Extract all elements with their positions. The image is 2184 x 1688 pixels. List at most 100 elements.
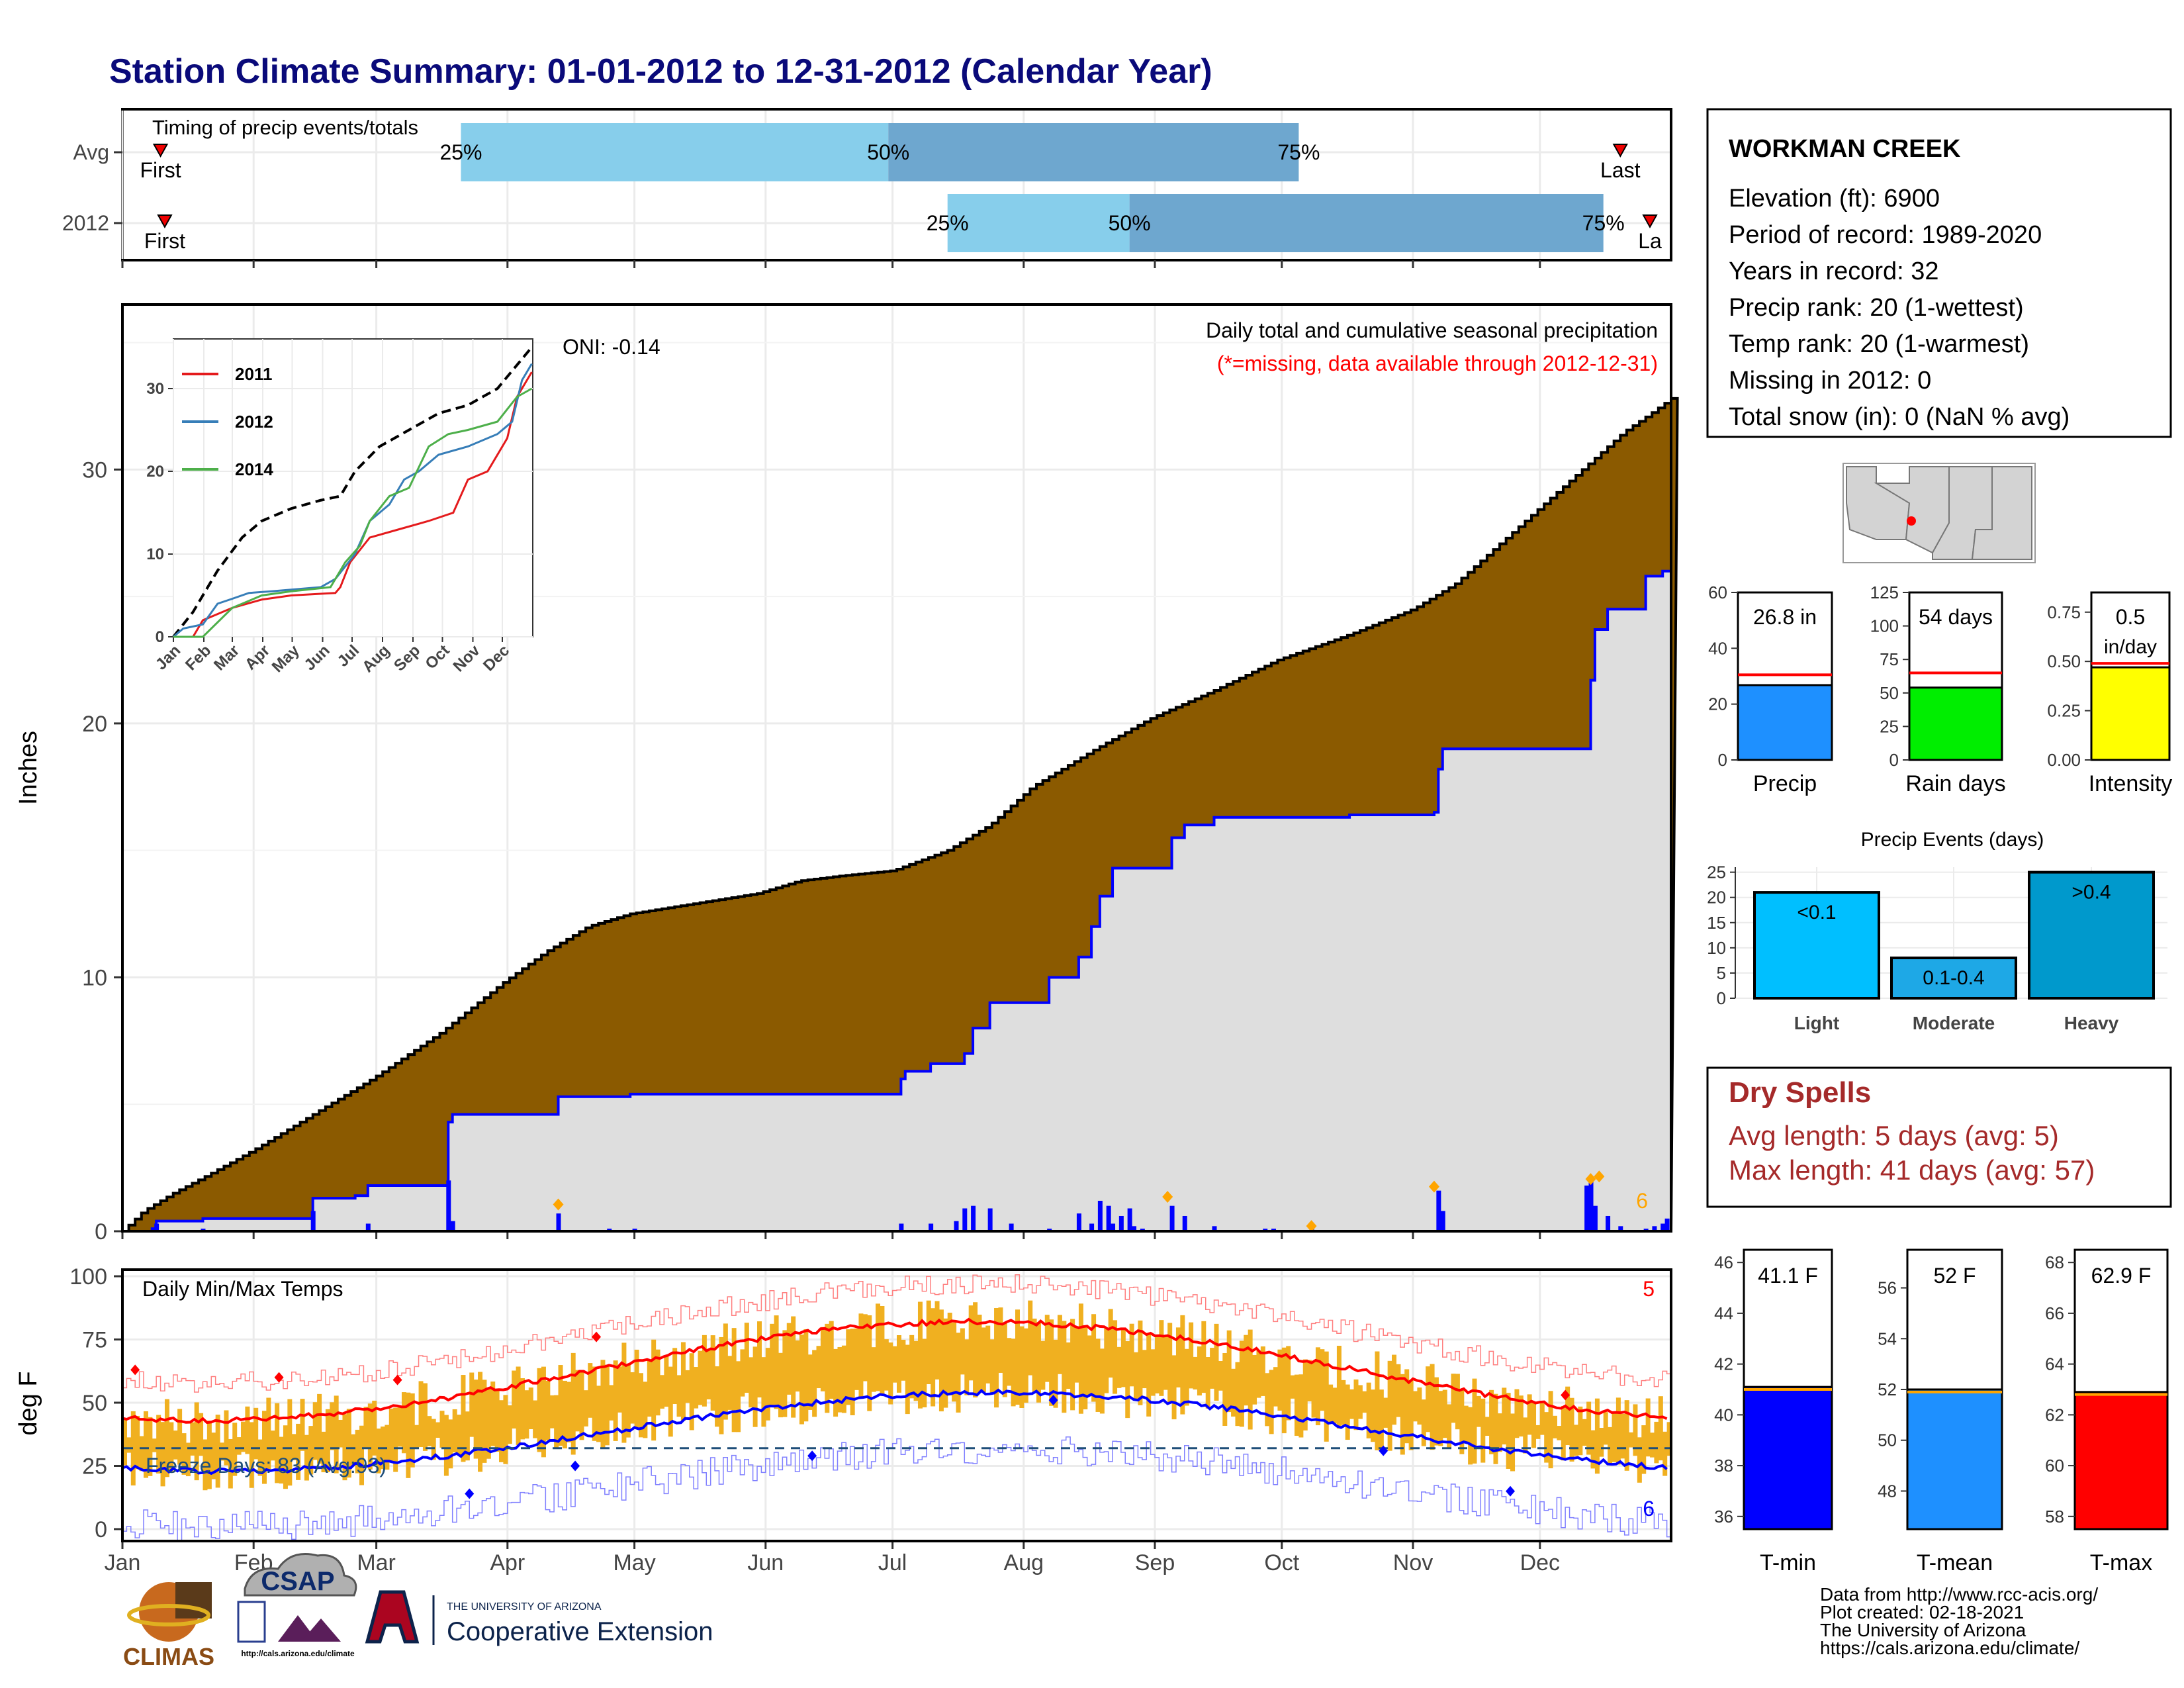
daily-temp-range-bar (439, 1411, 445, 1448)
daily-temp-range-bar (1011, 1338, 1016, 1407)
daily-precip-bar (1664, 1218, 1670, 1231)
timing-pct-label: 25% (927, 211, 969, 235)
month-label: May (613, 1550, 655, 1575)
events-tick-label: 10 (1707, 938, 1726, 958)
daily-temp-range-bar (465, 1411, 470, 1461)
daily-temp-range-bar (1586, 1401, 1592, 1455)
daily-temp-range-bar (490, 1382, 496, 1446)
daily-temp-range-bar (139, 1436, 144, 1472)
record-high-marker (592, 1331, 602, 1342)
daily-temp-range-bar (1167, 1323, 1173, 1403)
daily-temp-range-bar (1535, 1425, 1541, 1439)
mini-chart-name: Intensity (2089, 771, 2173, 796)
daily-precip-bar (1606, 1215, 1611, 1231)
daily-temp-range-bar (922, 1338, 927, 1408)
daily-temp-range-bar (702, 1335, 707, 1407)
daily-temp-range-bar (770, 1323, 775, 1406)
temp-bar (1906, 1388, 2003, 1530)
daily-temp-range-bar (596, 1385, 602, 1442)
daily-temp-range-bar (1557, 1426, 1562, 1440)
temp-bar-tick-label: 40 (1714, 1405, 1733, 1425)
daily-temp-range-bar (148, 1417, 153, 1476)
month-label: Jul (878, 1550, 907, 1575)
mini-chart-name: Rain days (1905, 771, 2005, 796)
daily-precip-bar (1097, 1200, 1103, 1231)
daily-temp-range-bar (1629, 1432, 1634, 1448)
daily-temp-range-bar (799, 1335, 804, 1425)
daily-temp-range-bar (617, 1366, 623, 1413)
daily-temp-range-bar (376, 1429, 381, 1474)
daily-temp-range-bar (634, 1349, 639, 1429)
daily-temp-range-bar (461, 1375, 466, 1462)
month-label: Aug (1004, 1550, 1044, 1575)
mini-chart-precip: 0 20 40 60 26.8 in Precip (1708, 583, 1833, 796)
daily-temp-range-bar (1518, 1395, 1524, 1437)
daily-precip-bar (899, 1223, 904, 1231)
daily-temp-range-bar (786, 1323, 792, 1395)
daily-temp-range-bar (351, 1434, 356, 1466)
freeze-label: Freeze Days: 83 (Avg:93) (146, 1454, 387, 1477)
daily-temp-range-bar (630, 1372, 635, 1424)
daily-precip-bar (154, 1223, 159, 1231)
timing-pct-label: 25% (439, 140, 482, 164)
mini-chart-tick-label: 25 (1880, 716, 1899, 736)
daily-temp-range-bar (359, 1425, 365, 1485)
timing-pct-label: 50% (1109, 211, 1151, 235)
daily-temp-range-bar (1159, 1320, 1164, 1396)
events-bar (1753, 891, 1880, 1000)
daily-temp-range-bar (723, 1323, 728, 1420)
daily-temp-range-bar (1129, 1323, 1134, 1387)
locator-map (1843, 463, 2036, 563)
daily-temp-range-bar (1298, 1374, 1304, 1438)
info-line: Precip rank: 20 (1-wettest) (1729, 294, 2024, 322)
daily-temp-range-bar (1573, 1425, 1578, 1456)
timing-event-marker (1612, 144, 1628, 158)
daily-temp-range-bar (452, 1409, 457, 1453)
daily-temp-range-bar (1095, 1338, 1101, 1412)
cumulative-2012-area (122, 551, 1671, 1231)
daily-temp-range-bar (1650, 1432, 1655, 1458)
mini-chart-intensity: 0.00 0.25 0.50 0.75 0.5 in/day Intensity (2047, 591, 2173, 796)
inset-tick-label: 0 (156, 628, 164, 646)
daily-temp-range-bar (757, 1321, 762, 1398)
daily-temp-range-bar (1218, 1360, 1223, 1391)
daily-temp-range-bar (135, 1415, 140, 1470)
daily-temp-range-bar (1044, 1315, 1050, 1382)
daily-temp-range-bar (761, 1357, 766, 1427)
daily-temp-range-bar (1421, 1399, 1426, 1446)
precip-tick-label: 0 (95, 1219, 107, 1244)
daily-temp-range-bar (1497, 1413, 1502, 1452)
mini-chart-name: Precip (1753, 771, 1817, 796)
info-line: Temp rank: 20 (1-warmest) (1729, 330, 2029, 358)
events-tick-label: 0 (1717, 988, 1726, 1008)
daily-temp-range-bar (1366, 1382, 1371, 1438)
daily-temp-range-bar (947, 1313, 952, 1396)
daily-temp-range-bar (1387, 1360, 1392, 1451)
timing-panel: Timing of precip events/totals Avg 25% 50%… (62, 108, 1672, 268)
record-low-marker (465, 1488, 475, 1499)
daily-temp-range-bar (1375, 1351, 1380, 1450)
daily-temp-range-bar (321, 1431, 326, 1473)
daily-temp-range-bar (952, 1322, 957, 1402)
daily-temp-range-bar (143, 1411, 148, 1478)
extreme-precip-marker (1428, 1180, 1439, 1193)
daily-temp-range-bar (1286, 1346, 1291, 1421)
month-label: Dec (1520, 1550, 1560, 1575)
daily-temp-range-bar (888, 1342, 893, 1405)
daily-temp-range-bar (664, 1355, 669, 1407)
temp-bar-tick-label: 62 (2045, 1405, 2064, 1425)
daily-temp-range-bar (1590, 1430, 1596, 1469)
daily-temp-range-bar (1612, 1412, 1617, 1462)
daily-temp-range-bar (1362, 1391, 1367, 1413)
record-high-marker (392, 1374, 402, 1385)
daily-temp-range-bar (1594, 1398, 1600, 1474)
daily-temp-range-bar (1197, 1346, 1202, 1396)
temp-tick-label: 0 (95, 1517, 107, 1542)
daily-precip-bar (1588, 1180, 1594, 1231)
daily-temp-range-bar (782, 1330, 788, 1417)
daily-temp-range-bar (1113, 1320, 1118, 1394)
daily-temp-range-bar (1163, 1336, 1168, 1390)
temp-tick-label: 50 (82, 1391, 107, 1416)
daily-temp-range-bar (528, 1387, 533, 1430)
daily-precip-bar (1592, 1205, 1598, 1231)
